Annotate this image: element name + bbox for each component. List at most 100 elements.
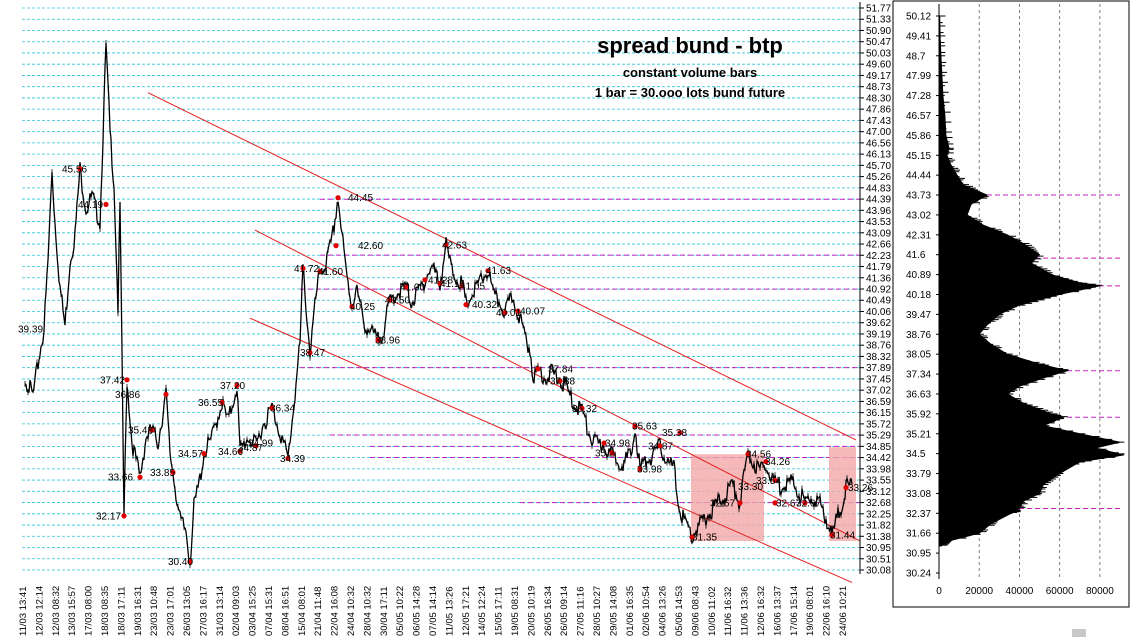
y-tick-label: 33.55: [866, 476, 891, 487]
x-tick-label: 12/06 16:32: [756, 586, 767, 636]
vp-y-tick-label: 50.12: [906, 12, 931, 23]
vp-y-tick-label: 33.08: [906, 489, 931, 500]
vp-y-tick-label: 47.28: [906, 91, 931, 102]
x-tick-label: 06/05 14:28: [412, 586, 423, 636]
pivot-label: 37.84: [548, 364, 573, 375]
vp-y-tick-label: 43.73: [906, 191, 931, 202]
y-tick-label: 33.12: [866, 487, 891, 498]
y-tick-label: 48.30: [866, 93, 891, 104]
pivot-label: 37.20: [220, 381, 245, 392]
pivot-point: [149, 427, 155, 433]
pivot-label: 34.56: [746, 449, 771, 460]
y-tick-label: 31.82: [866, 521, 891, 532]
x-tick-label: 19/06 08:01: [805, 586, 816, 636]
vp-x-tick-label: 40000: [1006, 586, 1034, 597]
y-tick-label: 49.60: [866, 60, 891, 71]
pivot-label: 35.63: [632, 422, 657, 433]
pivot-point: [163, 391, 169, 397]
vp-x-tick-label: 60000: [1046, 586, 1074, 597]
y-tick-label: 32.68: [866, 498, 891, 509]
pivot-point: [375, 337, 381, 343]
y-tick-label: 43.09: [866, 228, 891, 239]
vp-y-tick-label: 38.76: [906, 330, 931, 341]
x-tick-label: 27/03 16:17: [198, 586, 209, 636]
x-tick-label: 14/05 12:24: [477, 586, 488, 636]
x-tick-label: 22/06 16:10: [822, 586, 833, 636]
pivot-point: [437, 280, 443, 287]
x-tick-label: 05/06 14:53: [674, 586, 685, 636]
vp-x-tick-label: 20000: [965, 586, 993, 597]
y-tick-label: 34.42: [866, 453, 891, 464]
vp-y-tick-label: 40.89: [906, 270, 931, 281]
pivot-point: [463, 302, 469, 308]
pivot-label: 34.98: [605, 439, 630, 450]
pivot-point: [763, 459, 769, 465]
pivot-label: 44.19: [78, 200, 103, 211]
pivot-point: [843, 485, 849, 491]
vp-y-tick-label: 32.37: [906, 509, 931, 520]
pivot-label: 42.60: [358, 241, 383, 252]
pivot-label: 40.07: [520, 307, 545, 318]
vp-y-tick-label: 47.99: [906, 71, 931, 82]
pivot-label: 40.01: [496, 308, 521, 319]
pivot-label: 41.14: [440, 279, 465, 290]
pivot-point: [689, 534, 695, 540]
pivot-point: [422, 277, 428, 283]
x-tick-label: 12/03 12:14: [34, 586, 45, 636]
pivot-label: 36.55: [198, 398, 223, 409]
pivot-label: 39.39: [18, 324, 43, 335]
x-tick-label: 19/05 08:31: [510, 586, 521, 636]
pivot-label: 33.54: [756, 476, 781, 487]
y-tick-label: 47.86: [866, 105, 891, 116]
shaded-zone: [829, 447, 856, 541]
vp-y-tick-label: 31.66: [906, 529, 931, 540]
pivot-point: [772, 500, 778, 506]
shaded-zone: [691, 454, 764, 541]
vp-y-tick-label: 36.63: [906, 389, 931, 400]
x-tick-label: 23/03 10:48: [149, 586, 160, 636]
y-tick-label: 50.03: [866, 48, 891, 59]
pivot-point: [187, 559, 193, 565]
x-tick-label: 11/05 13:26: [444, 587, 455, 636]
vp-y-tick-label: 35.21: [906, 429, 931, 440]
vp-y-tick-label: 34.5: [906, 449, 926, 460]
pivot-label: 38.96: [375, 335, 400, 346]
x-tick-label: 20/05 10:19: [526, 586, 537, 636]
x-tick-label: 29/05 14:08: [608, 586, 619, 636]
x-tick-label: 16/06 13:37: [772, 586, 783, 636]
pivot-point: [269, 405, 275, 411]
y-tick-label: 35.72: [866, 419, 891, 430]
pivot-point: [237, 448, 243, 454]
pivot-label: 34.99: [248, 438, 273, 449]
pivot-label: 44.45: [348, 193, 373, 204]
pivot-point: [579, 405, 585, 411]
vp-y-tick-label: 30.24: [906, 569, 931, 580]
pivot-label: 41.63: [486, 266, 511, 277]
pivot-point: [333, 242, 339, 249]
x-tick-label: 03/04 15:25: [248, 586, 259, 636]
pivot-label: 36.32: [572, 404, 597, 415]
pivot-label: 45.56: [62, 164, 87, 175]
pivot-point: [349, 303, 355, 310]
y-tick-label: 50.90: [866, 26, 891, 37]
chart-title: spread bund - btp: [597, 33, 783, 58]
x-tick-label: 24/06 10:21: [838, 586, 849, 636]
vp-y-tick-label: 41.6: [906, 250, 926, 261]
pivot-point: [77, 166, 83, 172]
vp-y-tick-label: 48.7: [906, 51, 926, 62]
y-tick-label: 35.29: [866, 431, 891, 442]
trend-line: [147, 92, 857, 441]
pivot-label: 32.67: [710, 498, 735, 509]
y-tick-label: 36.15: [866, 408, 891, 419]
pivot-markers: [77, 166, 849, 565]
pivot-point: [609, 450, 615, 456]
main-x-axis: 11/03 13:41 12/03 12:14 12/03 08:32 13/03 1…: [18, 586, 849, 636]
x-tick-label: 24/04 10:32: [346, 586, 357, 636]
pivot-point: [253, 443, 259, 449]
x-tick-label: 30/04 17:11: [379, 587, 390, 636]
pivot-label: 33.66: [108, 473, 133, 484]
x-tick-label: 18/03 08:35: [100, 586, 111, 636]
x-tick-label: 09/06 08:43: [690, 586, 701, 636]
scroll-thumb[interactable]: [1072, 629, 1086, 637]
pivot-label: 40.50: [385, 296, 410, 307]
